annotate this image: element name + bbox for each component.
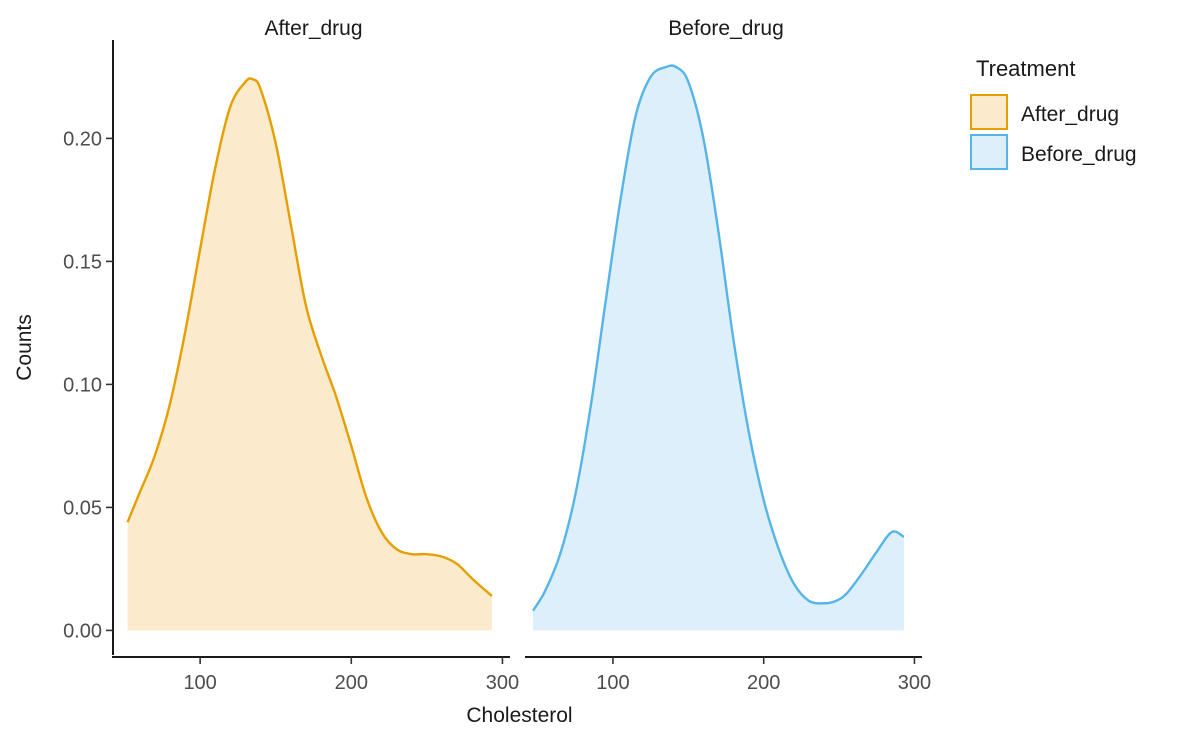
legend-label-after-drug: After_drug [1021,103,1119,126]
x-tick-label: 300 [486,672,519,694]
x-tick-label: 200 [747,672,780,694]
y-axis-title: Counts [13,314,36,381]
density-area-after-drug [127,78,492,631]
y-tick-label: 0.05 [63,497,102,519]
legend-key-after-drug [970,94,1008,130]
facet-label-after-drug: After_drug [264,17,362,40]
x-tick-label: 100 [596,672,629,694]
facet-panel-before-drug: Before_drug [531,17,905,631]
density-line-before-drug [531,64,905,612]
legend-key-before-drug [970,134,1008,170]
density-area-before-drug [533,65,904,631]
legend-title: Treatment [976,56,1075,81]
density-line-after-drug [126,77,493,597]
facet-panel-after-drug: After_drug [126,17,493,631]
x-tick-label: 200 [335,672,368,694]
x-axis-title: Cholesterol [466,704,572,727]
y-tick-label: 0.15 [63,251,102,273]
legend-label-before-drug: Before_drug [1021,143,1137,166]
y-tick-label: 0.00 [63,620,102,642]
y-tick-label: 0.20 [63,128,102,150]
y-tick-label: 0.10 [63,374,102,396]
x-tick-label: 100 [183,672,216,694]
x-tick-label: 300 [898,672,931,694]
axes: 0.00 0.05 0.10 0.15 0.20 100 200 300 100 200 300 [63,40,931,694]
legend: Treatment After_drug Before_drug [970,56,1137,170]
facet-label-before-drug: Before_drug [668,17,784,40]
